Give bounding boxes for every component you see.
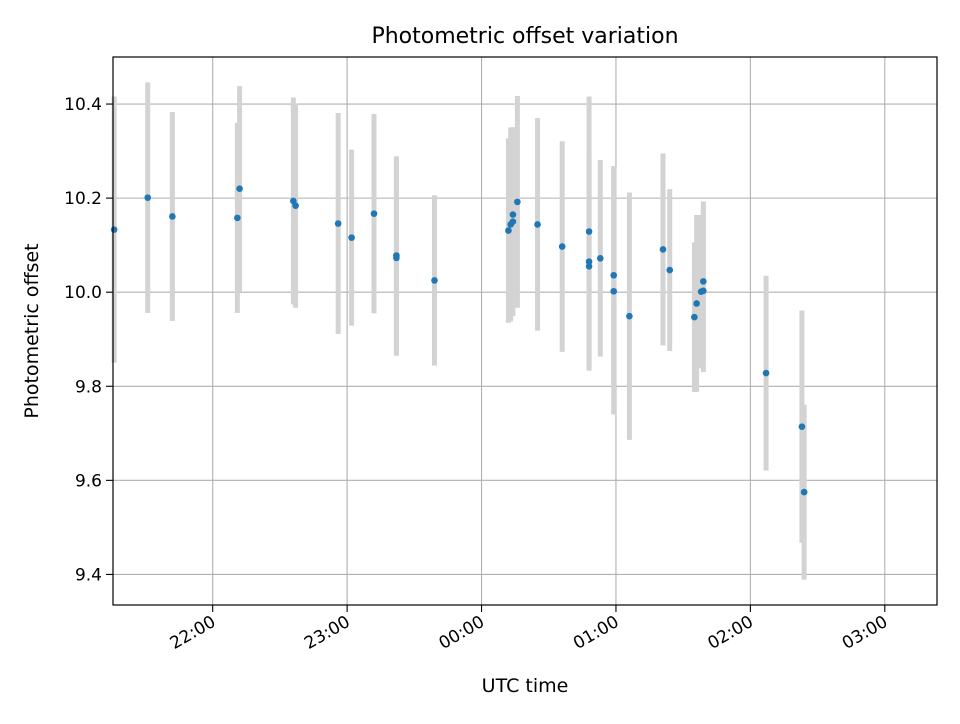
data-point <box>393 254 400 262</box>
data-point <box>558 243 566 250</box>
y-tick-label: 9.6 <box>75 471 102 491</box>
data-point <box>700 278 707 285</box>
data-point <box>509 218 517 225</box>
grid-layer <box>113 57 937 605</box>
data-point <box>534 221 541 228</box>
data-point <box>596 255 604 262</box>
plot-frame <box>112 56 938 606</box>
data-point <box>234 214 241 222</box>
y-tick-label: 10.4 <box>64 95 102 115</box>
y-tick-label: 9.4 <box>75 565 102 585</box>
point-layer <box>110 185 808 496</box>
y-tick-label: 9.8 <box>75 377 102 397</box>
x-axis-label: UTC time <box>482 675 569 697</box>
data-point <box>431 277 438 284</box>
y-axis: 9.4 9.6 9.8 10.0 10.2 10.4 <box>64 95 113 585</box>
data-point <box>110 226 118 233</box>
y-tick-label: 10.2 <box>64 189 102 209</box>
data-point <box>700 287 707 295</box>
data-point <box>691 313 698 321</box>
data-point <box>626 312 633 320</box>
data-point <box>169 213 176 220</box>
data-point <box>370 210 378 217</box>
data-point <box>514 198 521 206</box>
data-point <box>610 271 618 279</box>
data-point <box>666 266 674 274</box>
data-point <box>762 369 770 377</box>
data-point <box>334 220 342 227</box>
y-tick-label: 10.0 <box>64 283 102 303</box>
data-point <box>693 300 700 307</box>
data-point <box>585 228 593 235</box>
data-point <box>800 488 808 496</box>
y-axis-label: Photometric offset <box>21 243 43 418</box>
data-point <box>585 258 593 265</box>
data-point <box>585 263 593 270</box>
chart-title: Photometric offset variation <box>371 24 678 49</box>
data-point <box>505 227 512 234</box>
data-point <box>236 185 243 193</box>
data-point <box>798 423 806 431</box>
data-point <box>610 287 618 295</box>
data-point <box>659 246 667 253</box>
data-point <box>348 234 355 241</box>
data-point <box>509 211 517 218</box>
data-point <box>292 202 299 209</box>
data-point <box>144 194 152 201</box>
